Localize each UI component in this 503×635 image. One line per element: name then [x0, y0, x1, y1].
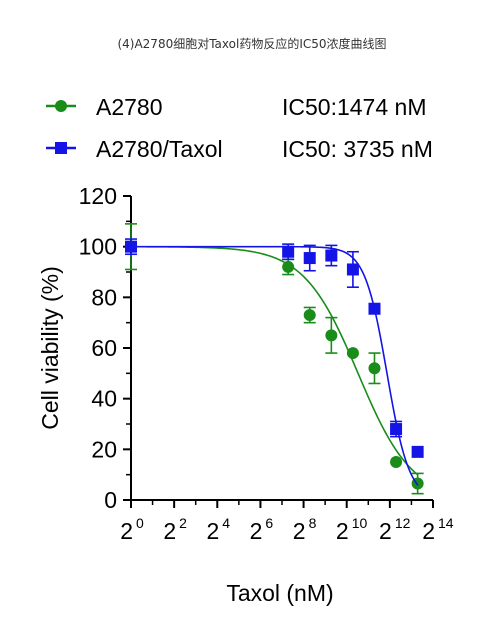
y-tick-label: 40: [91, 386, 117, 412]
data-point-a2780: [346, 347, 359, 360]
x-tick-label-exponent: 0: [136, 515, 144, 531]
data-point-a2780-taxol: [346, 263, 359, 276]
x-tick-label-exponent: 12: [395, 515, 411, 531]
x-tick-label-exponent: 2: [179, 515, 187, 531]
x-tick-label-base: 2: [422, 518, 435, 544]
x-tick-label: 2 10: [336, 515, 368, 544]
x-tick-label-base: 2: [293, 518, 306, 544]
y-tick-label: 100: [79, 234, 117, 260]
x-tick-label-base: 2: [163, 518, 176, 544]
legend-ic50-a2780-taxol: IC50: 3735 nM: [282, 136, 433, 162]
data-point-a2780: [390, 456, 403, 468]
x-tick-label-exponent: 4: [222, 515, 230, 531]
x-tick-label: 2 12: [379, 515, 411, 544]
data-point-a2780-taxol: [325, 249, 338, 262]
legend-item-a2780-taxol: A2780/Taxol IC50: 3735 nM: [46, 136, 433, 162]
data-point-a2780-taxol: [303, 252, 316, 265]
x-tick-label-exponent: 14: [438, 515, 454, 531]
y-tick-label: 0: [104, 487, 117, 513]
legend-marker-a2780: [55, 100, 67, 112]
x-tick-label-exponent: 8: [309, 515, 317, 531]
fit-curve-a2780-taxol: [131, 245, 419, 486]
legend-ic50-a2780: IC50:1474 nM: [282, 94, 426, 120]
x-tick-label-base: 2: [336, 518, 349, 544]
x-tick-label-base: 2: [120, 518, 133, 544]
data-point-a2780-taxol: [282, 245, 295, 258]
data-point-a2780: [368, 362, 381, 375]
x-tick-label-base: 2: [379, 518, 392, 544]
chart-title: (4)A2780细胞对Taxol药物反应的IC50浓度曲线图: [117, 36, 386, 51]
legend-marker-a2780-taxol: [55, 142, 67, 154]
y-axis-label: Cell viability (%): [37, 266, 63, 430]
data-point-a2780-taxol: [125, 240, 137, 253]
data-point-a2780-taxol: [368, 302, 381, 315]
data-point-a2780: [282, 260, 295, 273]
x-tick-label-exponent: 6: [265, 515, 273, 531]
legend-item-a2780: A2780 IC50:1474 nM: [46, 94, 426, 120]
data-point-a2780: [303, 309, 316, 322]
x-tick-label: 2 14: [422, 515, 454, 544]
y-tick-label: 20: [91, 436, 117, 462]
legend-label-a2780-taxol: A2780/Taxol: [96, 136, 223, 162]
x-tick-label-base: 2: [206, 518, 219, 544]
data-point-a2780-taxol: [390, 423, 403, 436]
data-point-a2780: [325, 329, 338, 342]
x-tick-label-base: 2: [250, 518, 263, 544]
y-tick-label: 80: [91, 284, 117, 310]
legend-label-a2780: A2780: [96, 94, 163, 120]
data-point-a2780-taxol: [411, 445, 424, 458]
x-axis-label: Taxol (nM): [226, 580, 333, 606]
y-tick-label: 60: [91, 335, 117, 361]
y-tick-label: 120: [79, 183, 117, 209]
legend: A2780 IC50:1474 nM A2780/Taxol IC50: 373…: [46, 94, 433, 162]
x-tick-label-exponent: 10: [352, 515, 368, 531]
